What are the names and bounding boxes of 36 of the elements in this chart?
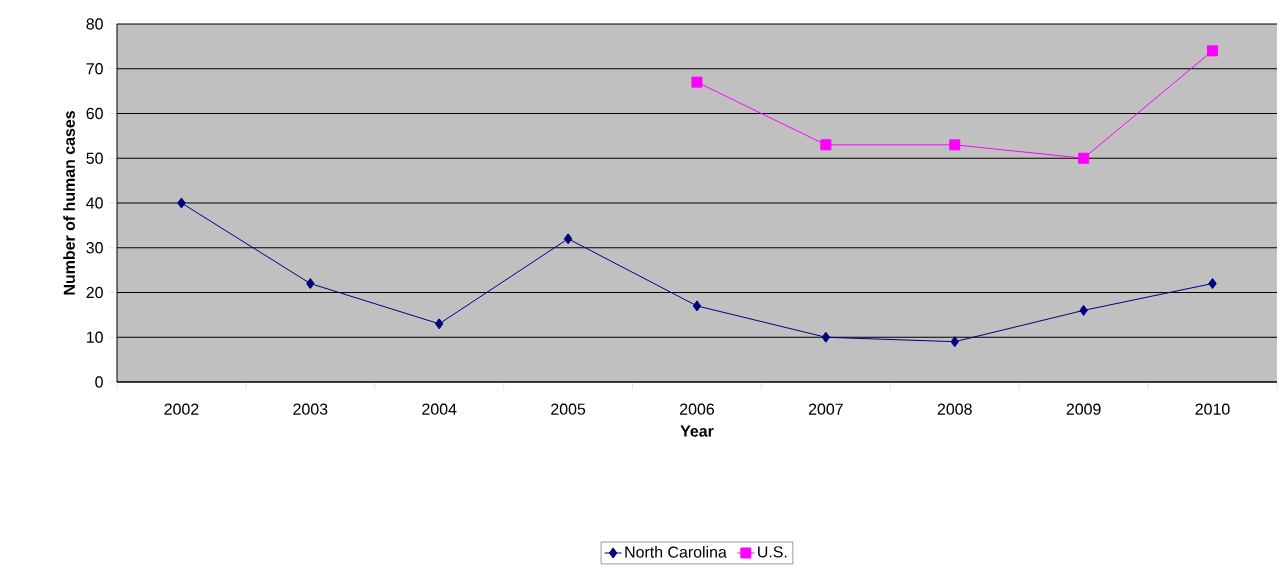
point xyxy=(1207,45,1218,57)
x-axis-title: Year xyxy=(680,425,714,437)
y-tick-label: 40 xyxy=(86,197,103,209)
point xyxy=(821,331,831,343)
y-tick-label: 60 xyxy=(86,107,103,120)
point xyxy=(949,139,961,151)
point xyxy=(950,336,959,348)
point xyxy=(820,139,832,151)
x-tick-label: 2004 xyxy=(422,403,457,415)
x-tick-label: 2006 xyxy=(680,403,714,415)
legend-label: U.S. xyxy=(758,546,787,558)
x-tick-label: 2002 xyxy=(164,403,199,415)
x-tick-label: 2010 xyxy=(1195,403,1230,415)
point xyxy=(177,197,186,209)
point xyxy=(1208,278,1217,290)
point xyxy=(1078,152,1090,164)
y-tick-label: 30 xyxy=(86,242,103,254)
point xyxy=(1079,304,1088,316)
y-tick-label: 20 xyxy=(86,286,103,299)
y-tick-label: 0 xyxy=(95,376,103,388)
y-tick-label: 80 xyxy=(86,18,103,30)
point xyxy=(563,233,573,245)
point xyxy=(692,300,702,312)
x-tick-label: 2005 xyxy=(551,403,586,415)
x-tick-label: 2008 xyxy=(937,403,972,415)
legend-label: North Carolina xyxy=(625,546,727,558)
x-tick-label: 2009 xyxy=(1066,403,1101,415)
y-axis-title: Number of human cases xyxy=(63,111,75,295)
point xyxy=(306,278,315,290)
y-tick-label: 70 xyxy=(86,63,103,75)
x-tick-label: 2007 xyxy=(808,403,843,415)
point xyxy=(434,318,444,330)
point xyxy=(691,76,703,88)
x-tick-label: 2003 xyxy=(293,403,328,415)
y-tick-label: 10 xyxy=(86,331,103,343)
y-tick-label: 50 xyxy=(86,152,103,164)
